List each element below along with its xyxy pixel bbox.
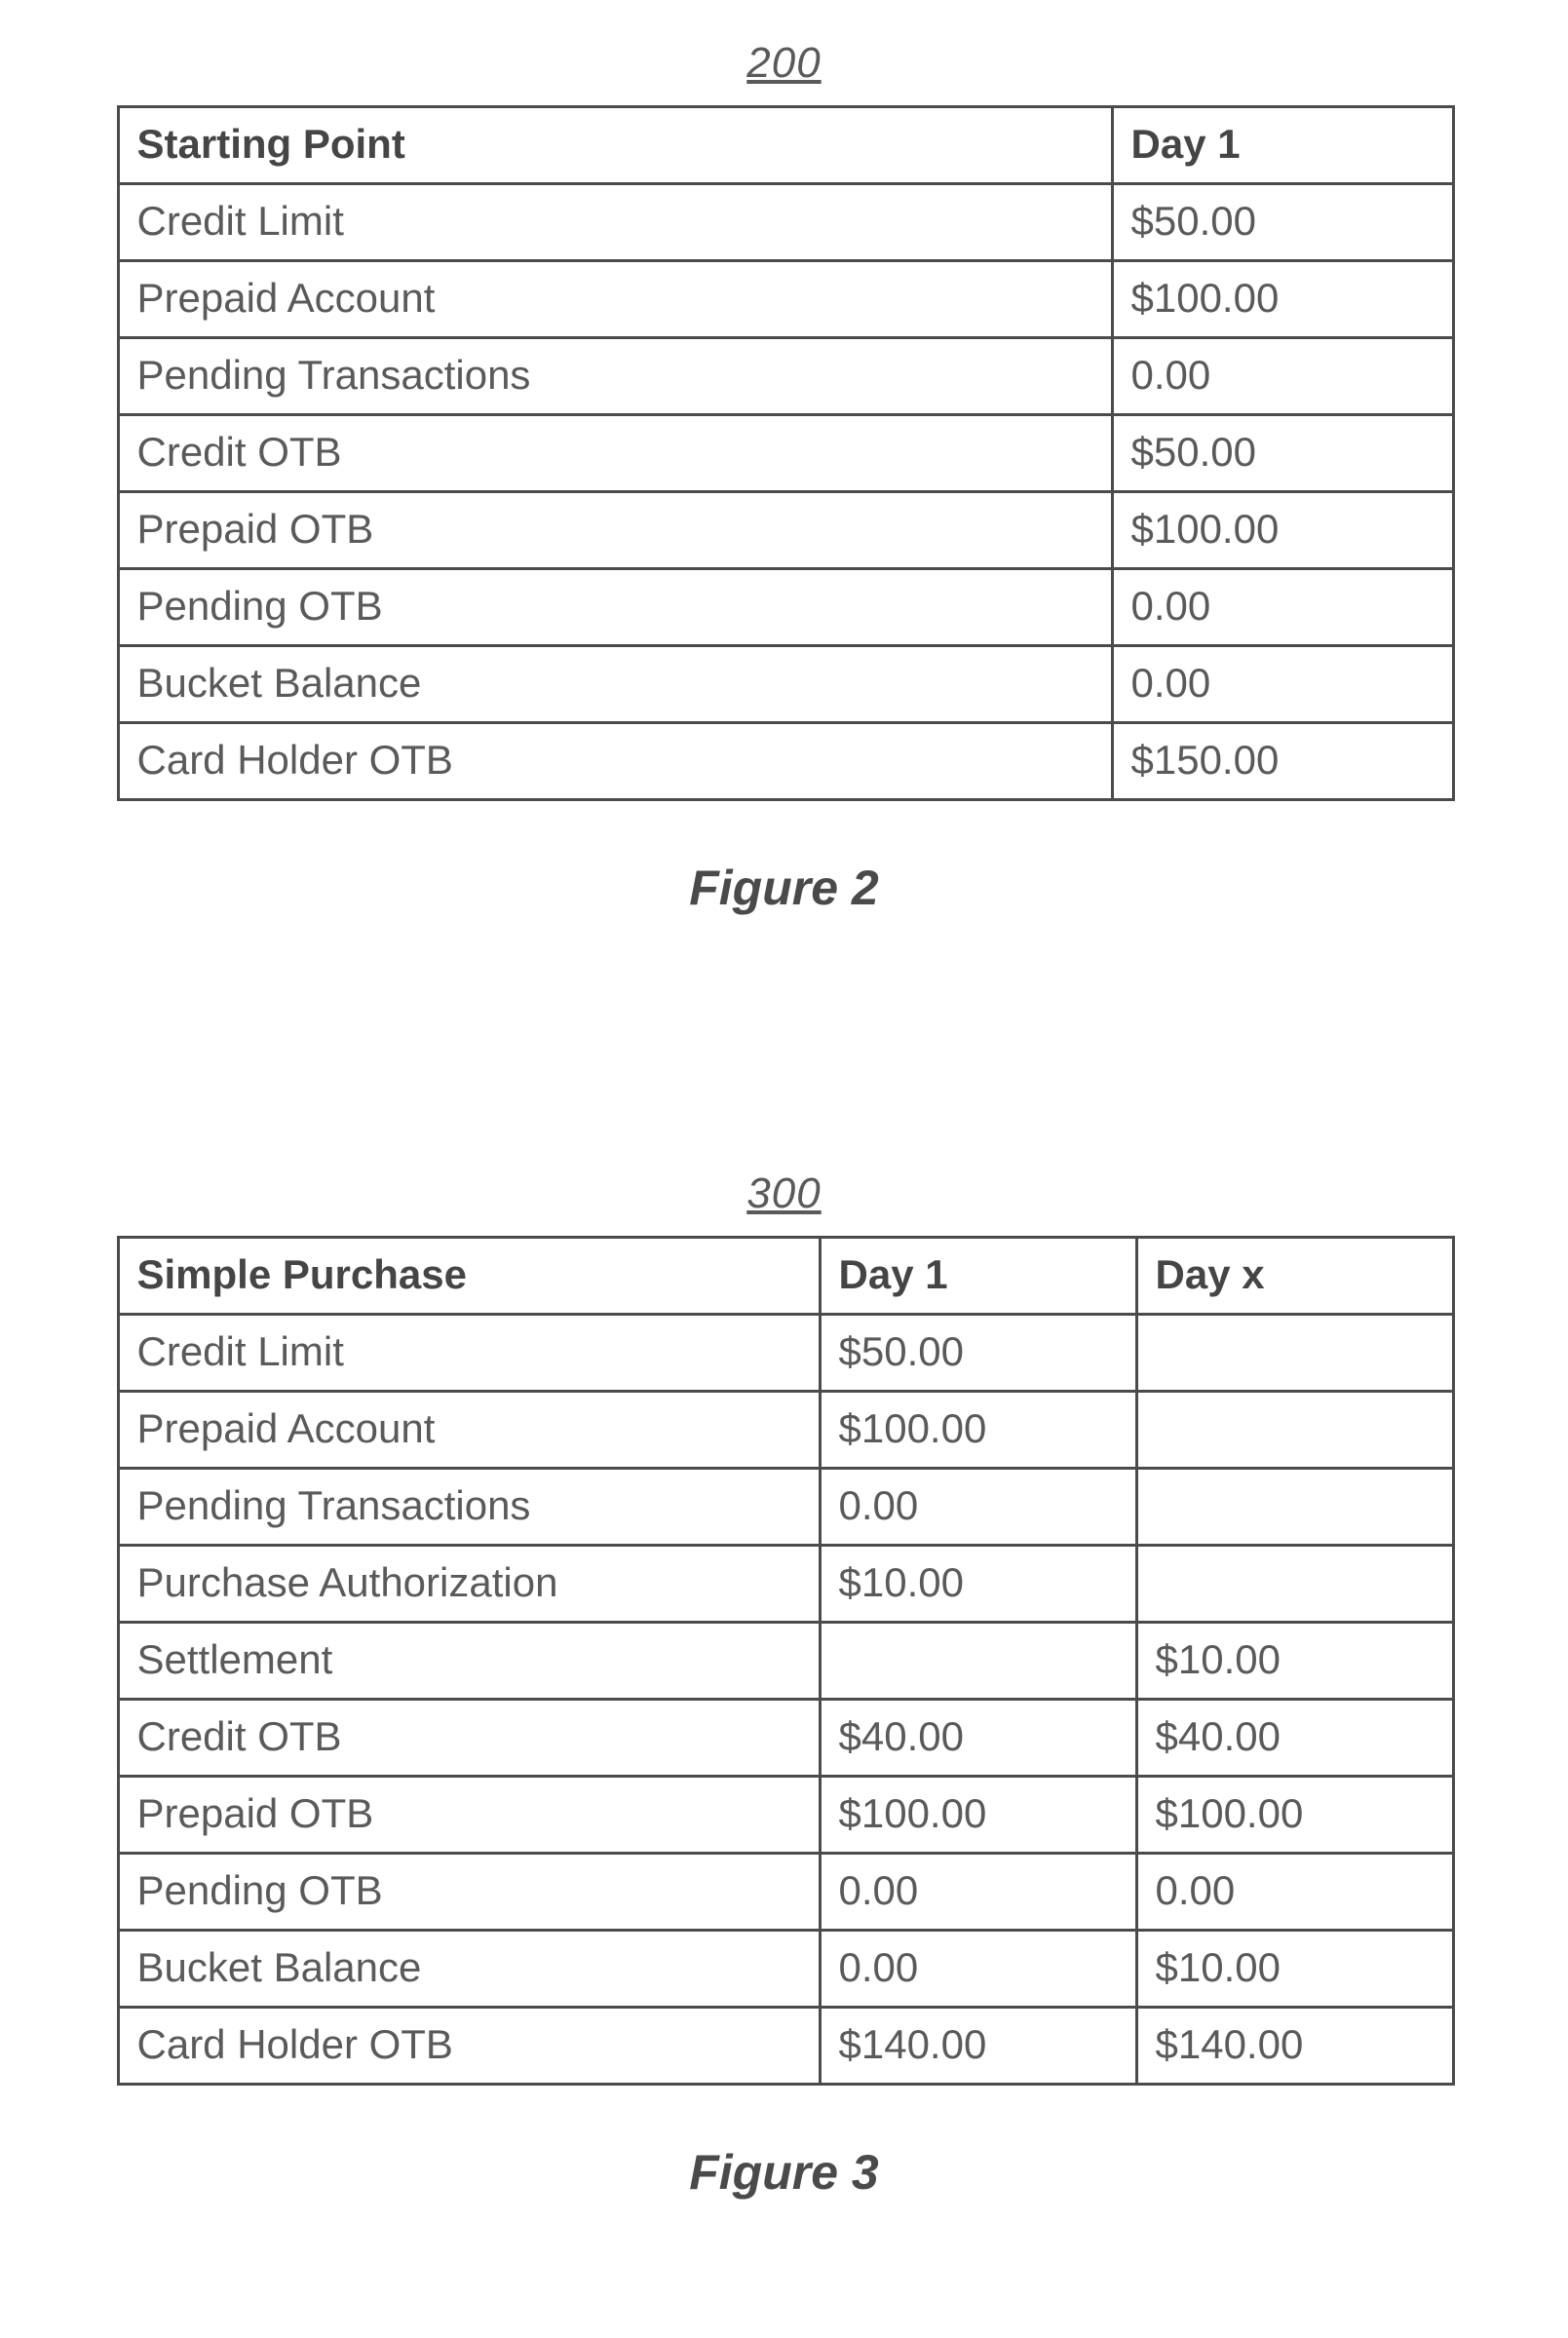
table-cell: $50.00	[820, 1315, 1136, 1392]
table-row: Prepaid Account$100.00	[118, 261, 1453, 338]
table-cell: $150.00	[1112, 723, 1453, 800]
table-cell: 0.00	[820, 1469, 1136, 1546]
table-cell	[1136, 1315, 1453, 1392]
table-header-row: Simple PurchaseDay 1Day x	[118, 1238, 1453, 1315]
table-cell: Card Holder OTB	[118, 723, 1112, 800]
table-cell: $140.00	[1136, 2008, 1453, 2085]
table-cell: Prepaid OTB	[118, 1777, 820, 1854]
figure-3-refnum: 300	[0, 1169, 1568, 1218]
table-cell: Bucket Balance	[118, 1931, 820, 2008]
table-cell: $50.00	[1112, 415, 1453, 492]
table-cell: 0.00	[820, 1854, 1136, 1931]
table-cell: Pending OTB	[118, 1854, 820, 1931]
table-cell	[1136, 1469, 1453, 1546]
table-cell: $100.00	[1136, 1777, 1453, 1854]
figure-2-block: 200 Starting PointDay 1 Credit Limit$50.…	[0, 39, 1568, 916]
table-row: Pending OTB0.00	[118, 569, 1453, 646]
table-row: Pending Transactions0.00	[118, 338, 1453, 415]
table-header-cell: Starting Point	[118, 107, 1112, 184]
table-cell: Prepaid OTB	[118, 492, 1112, 569]
table-cell: Prepaid Account	[118, 261, 1112, 338]
table-cell: Bucket Balance	[118, 646, 1112, 723]
figure-gap	[0, 916, 1568, 1169]
figure-2-caption: Figure 2	[0, 860, 1568, 916]
table-row: Bucket Balance0.00	[118, 646, 1453, 723]
table-row: Card Holder OTB$140.00$140.00	[118, 2008, 1453, 2085]
table-cell: Pending Transactions	[118, 1469, 820, 1546]
figure-3-table: Simple PurchaseDay 1Day x Credit Limit$5…	[117, 1236, 1455, 2086]
table-row: Credit OTB$50.00	[118, 415, 1453, 492]
table-cell: $10.00	[1136, 1623, 1453, 1700]
table-row: Prepaid OTB$100.00	[118, 492, 1453, 569]
table-row: Prepaid OTB$100.00$100.00	[118, 1777, 1453, 1854]
table-row: Card Holder OTB$150.00	[118, 723, 1453, 800]
table-cell: $40.00	[1136, 1700, 1453, 1777]
table-row: Credit OTB$40.00$40.00	[118, 1700, 1453, 1777]
table-cell: $10.00	[1136, 1931, 1453, 2008]
table-cell	[820, 1623, 1136, 1700]
table-cell: $100.00	[820, 1777, 1136, 1854]
table-cell: Credit Limit	[118, 184, 1112, 261]
table-row: Prepaid Account$100.00	[118, 1392, 1453, 1469]
table-cell: 0.00	[1136, 1854, 1453, 1931]
table-cell: $140.00	[820, 2008, 1136, 2085]
table-cell: Prepaid Account	[118, 1392, 820, 1469]
table-cell: $100.00	[820, 1392, 1136, 1469]
table-cell: Purchase Authorization	[118, 1546, 820, 1623]
table-cell: Pending Transactions	[118, 338, 1112, 415]
table-cell: 0.00	[1112, 338, 1453, 415]
table-header-row: Starting PointDay 1	[118, 107, 1453, 184]
table-cell: 0.00	[1112, 569, 1453, 646]
table-cell: 0.00	[820, 1931, 1136, 2008]
table-row: Pending OTB0.000.00	[118, 1854, 1453, 1931]
table-header-cell: Day 1	[820, 1238, 1136, 1315]
table-cell: Settlement	[118, 1623, 820, 1700]
figure-2-refnum: 200	[0, 39, 1568, 88]
table-row: Credit Limit$50.00	[118, 1315, 1453, 1392]
table-row: Pending Transactions0.00	[118, 1469, 1453, 1546]
table-cell: $50.00	[1112, 184, 1453, 261]
table-cell: Credit OTB	[118, 1700, 820, 1777]
figure-2-table: Starting PointDay 1 Credit Limit$50.00Pr…	[117, 105, 1455, 801]
table-cell: $40.00	[820, 1700, 1136, 1777]
table-row: Settlement $10.00	[118, 1623, 1453, 1700]
table-cell: $100.00	[1112, 492, 1453, 569]
table-header-cell: Day 1	[1112, 107, 1453, 184]
table-row: Credit Limit$50.00	[118, 184, 1453, 261]
table-header-cell: Simple Purchase	[118, 1238, 820, 1315]
table-cell: $100.00	[1112, 261, 1453, 338]
table-cell	[1136, 1546, 1453, 1623]
figure-3-caption: Figure 3	[0, 2144, 1568, 2201]
table-cell	[1136, 1392, 1453, 1469]
table-cell: 0.00	[1112, 646, 1453, 723]
table-cell: Credit Limit	[118, 1315, 820, 1392]
table-header-cell: Day x	[1136, 1238, 1453, 1315]
table-cell: Pending OTB	[118, 569, 1112, 646]
table-cell: Credit OTB	[118, 415, 1112, 492]
figure-2-table-wrap: Starting PointDay 1 Credit Limit$50.00Pr…	[117, 105, 1452, 801]
table-cell: Card Holder OTB	[118, 2008, 820, 2085]
table-row: Purchase Authorization$10.00	[118, 1546, 1453, 1623]
figure-3-block: 300 Simple PurchaseDay 1Day x Credit Lim…	[0, 1169, 1568, 2201]
figure-3-table-wrap: Simple PurchaseDay 1Day x Credit Limit$5…	[117, 1236, 1452, 2086]
table-row: Bucket Balance0.00$10.00	[118, 1931, 1453, 2008]
table-cell: $10.00	[820, 1546, 1136, 1623]
